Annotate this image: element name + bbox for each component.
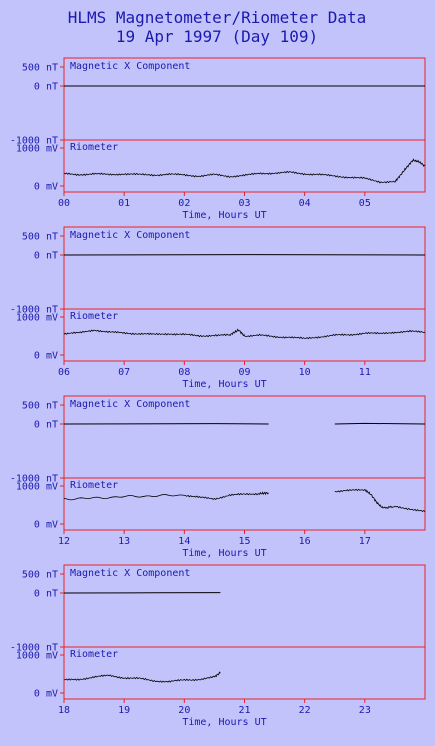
riometer-tick-label: 0 mV <box>34 351 58 362</box>
magnetic-tick-label: -1000 nT <box>10 136 58 147</box>
riometer-series-line <box>334 488 426 513</box>
magnetic-panel-title: Magnetic X Component <box>70 568 190 579</box>
x-axis-label: Time, Hours UT <box>182 548 266 559</box>
x-tick-label: 06 <box>58 367 70 378</box>
x-tick-label: 18 <box>58 705 70 716</box>
x-axis-label: Time, Hours UT <box>182 717 266 728</box>
x-tick-label: 14 <box>178 536 190 547</box>
x-tick-label: 17 <box>359 536 371 547</box>
riometer-tick-label: 1000 mV <box>16 651 58 662</box>
x-tick-label: 21 <box>238 705 250 716</box>
magnetic-tick-label: -1000 nT <box>10 474 58 485</box>
x-tick-label: 22 <box>299 705 311 716</box>
magnetic-tick-label: 0 nT <box>34 589 58 600</box>
magnetic-tick-label: -1000 nT <box>10 305 58 316</box>
riometer-panel-title: Riometer <box>70 142 118 153</box>
panel-2: 500 nT 0 nT -1000 nT Magnetic X Component 10… <box>10 395 426 559</box>
magnetic-series-line <box>334 422 426 425</box>
riometer-tick-label: 1000 mV <box>16 144 58 155</box>
magnetic-tick-label: 500 nT <box>22 570 58 581</box>
riometer-tick-label: 1000 mV <box>16 313 58 324</box>
x-tick-label: 01 <box>118 198 130 209</box>
riometer-series-line <box>63 671 221 683</box>
x-axis-label: Time, Hours UT <box>182 379 266 390</box>
chart-title: HLMS Magnetometer/Riometer Data <box>68 8 367 27</box>
magnetic-panel-title: Magnetic X Component <box>70 399 190 410</box>
x-tick-label: 07 <box>118 367 130 378</box>
magnetic-tick-label: 500 nT <box>22 401 58 412</box>
x-tick-label: 05 <box>359 198 371 209</box>
x-tick-label: 11 <box>359 367 371 378</box>
panel-0: 500 nT 0 nT -1000 nT Magnetic X Component 10… <box>10 57 426 221</box>
magnetic-tick-label: 0 nT <box>34 82 58 93</box>
panel-1: 500 nT 0 nT -1000 nT Magnetic X Component 10… <box>10 226 426 390</box>
riometer-panel-title: Riometer <box>70 311 118 322</box>
x-tick-label: 23 <box>359 705 371 716</box>
x-tick-label: 00 <box>58 198 70 209</box>
x-tick-label: 19 <box>118 705 130 716</box>
riometer-tick-label: 1000 mV <box>16 482 58 493</box>
magnetic-panel-title: Magnetic X Component <box>70 61 190 72</box>
riometer-tick-label: 0 mV <box>34 182 58 193</box>
riometer-panel-title: Riometer <box>70 649 118 660</box>
riometer-tick-label: 0 mV <box>34 689 58 700</box>
riometer-series-line <box>63 328 426 340</box>
riometer-panel-title: Riometer <box>70 480 118 491</box>
x-tick-label: 08 <box>178 367 190 378</box>
x-tick-label: 12 <box>58 536 70 547</box>
x-tick-label: 02 <box>178 198 190 209</box>
magnetic-tick-label: -1000 nT <box>10 643 58 654</box>
riometer-tick-label: 0 mV <box>34 520 58 531</box>
x-tick-label: 09 <box>238 367 250 378</box>
panel-3: 500 nT 0 nT -1000 nT Magnetic X Component 10… <box>10 564 426 728</box>
magnetic-tick-label: 500 nT <box>22 232 58 243</box>
magnetic-panel-title: Magnetic X Component <box>70 230 190 241</box>
x-tick-label: 16 <box>299 536 311 547</box>
riometer-series-line <box>63 491 269 501</box>
chart-subtitle: 19 Apr 1997 (Day 109) <box>116 27 318 46</box>
magnetic-tick-label: 500 nT <box>22 63 58 74</box>
x-tick-label: 03 <box>238 198 250 209</box>
x-tick-label: 13 <box>118 536 130 547</box>
x-tick-label: 15 <box>238 536 250 547</box>
x-tick-label: 04 <box>299 198 311 209</box>
magnetic-tick-label: 0 nT <box>34 420 58 431</box>
x-tick-label: 10 <box>299 367 311 378</box>
x-axis-label: Time, Hours UT <box>182 210 266 221</box>
panels-group: 500 nT 0 nT -1000 nT Magnetic X Component 10… <box>10 57 426 728</box>
riometer-series-line <box>63 158 426 184</box>
magnetic-tick-label: 0 nT <box>34 251 58 262</box>
x-tick-label: 20 <box>178 705 190 716</box>
